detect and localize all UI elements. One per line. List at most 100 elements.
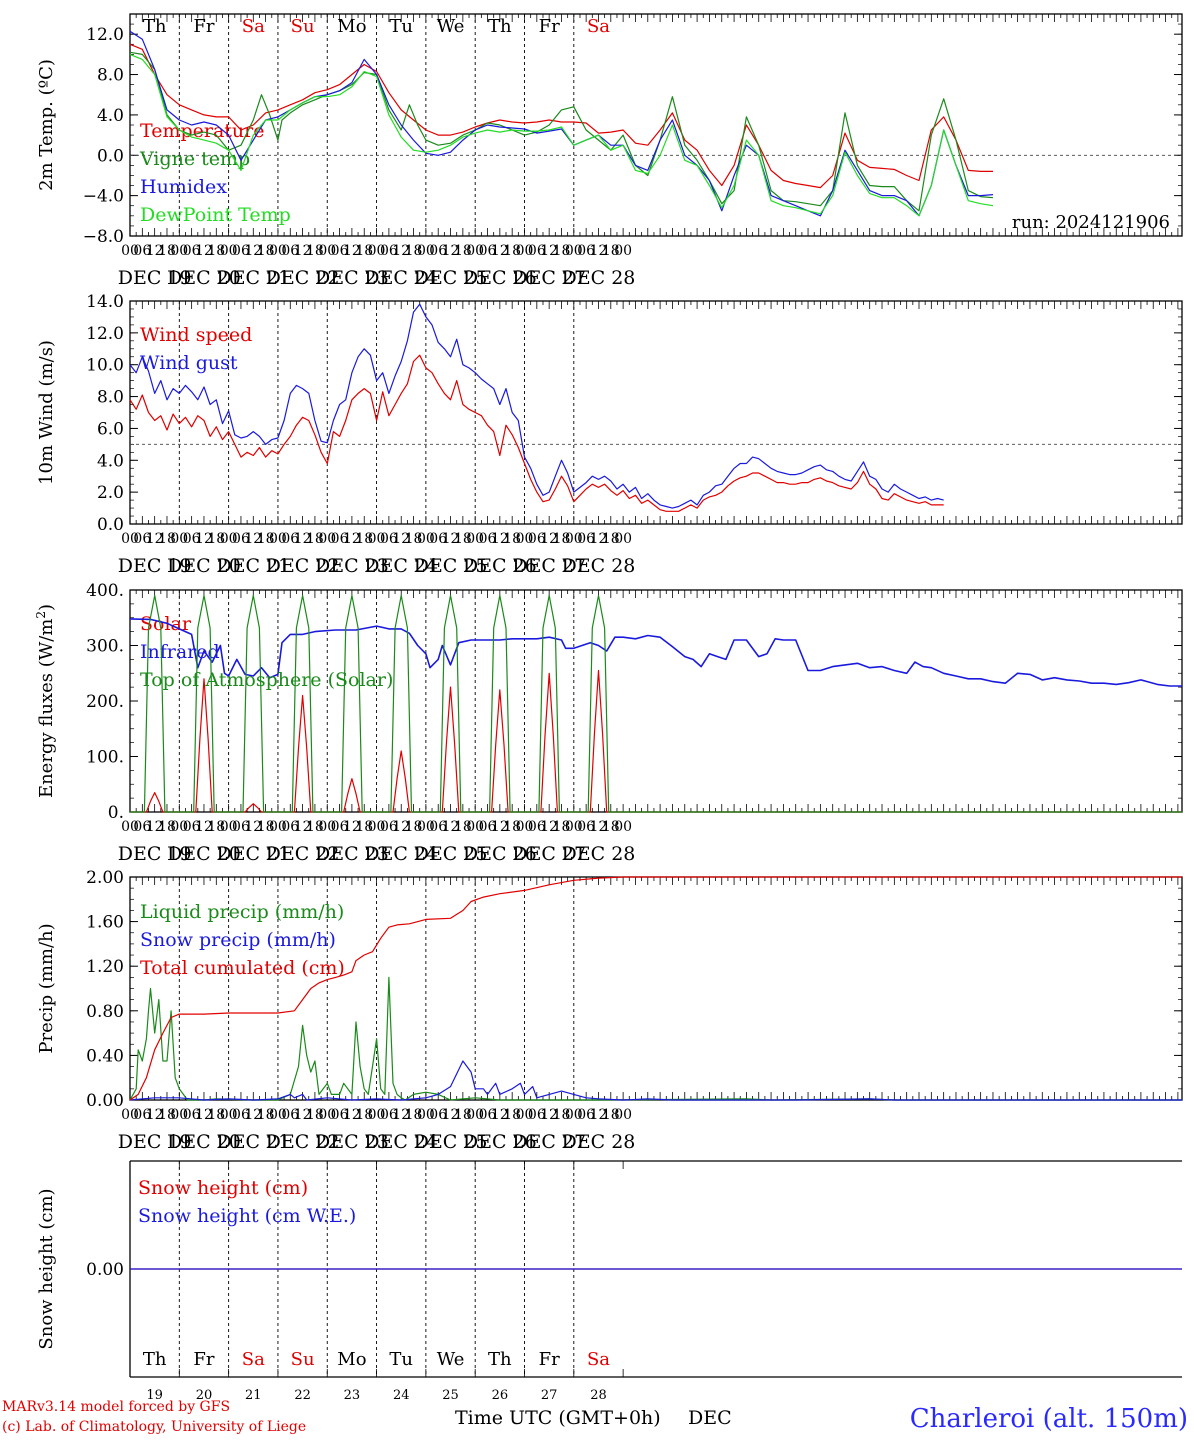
date-label: DEC 26 <box>463 843 537 865</box>
legend-label: Top of Atmosphere (Solar) <box>140 669 393 691</box>
hour-tick-label: 18 <box>454 1107 472 1123</box>
hour-tick-label: 12 <box>244 531 262 547</box>
date-label: DEC 21 <box>216 843 290 865</box>
day-label: Sa <box>242 1349 265 1370</box>
hour-tick-label: 12 <box>244 819 262 835</box>
day-label: Tu <box>389 16 413 37</box>
hour-tick-label: 06 <box>429 531 447 547</box>
date-label: DEC 26 <box>463 267 537 289</box>
hour-tick-label: 06 <box>183 1107 201 1123</box>
hour-tick-label: 00 <box>220 1107 238 1123</box>
panel-1: 12.0 8.0 4.0 0.0 −4.0 −8.0 2m Temp. (ºC) Temper… <box>36 13 1183 289</box>
hour-tick-label: 06 <box>281 819 299 835</box>
hour-tick-label: 06 <box>331 243 349 259</box>
hour-tick-label: 00 <box>220 819 238 835</box>
date-label: DEC 28 <box>562 267 636 289</box>
hour-tick-label: 18 <box>158 531 176 547</box>
hour-tick-label: 18 <box>553 243 571 259</box>
plot-frame <box>129 589 1183 813</box>
legend-label: DewPoint Temp <box>140 204 291 226</box>
day-number: 24 <box>393 1388 410 1403</box>
date-label: DEC 24 <box>364 555 438 577</box>
hour-tick-label: 06 <box>479 243 497 259</box>
y-axis-title: Snow height (cm) <box>36 1188 57 1349</box>
hour-tick-label: 00 <box>417 819 435 835</box>
hour-tick-label: 12 <box>195 819 213 835</box>
hour-tick-label: 18 <box>257 531 275 547</box>
hour-tick-label: 00 <box>417 243 435 259</box>
date-label: DEC 19 <box>118 267 192 289</box>
y-tick-label: 0. <box>108 803 124 823</box>
day-label: Mo <box>337 16 366 37</box>
day-label: Tu <box>389 1349 413 1370</box>
hour-tick-label: 18 <box>405 531 423 547</box>
day-number: 21 <box>245 1388 262 1403</box>
date-label: DEC 27 <box>512 1131 586 1153</box>
date-label: DEC 23 <box>315 1131 389 1153</box>
hour-tick-label: 00 <box>318 243 336 259</box>
date-label: DEC 22 <box>266 843 340 865</box>
hour-tick-label: 06 <box>281 1107 299 1123</box>
hour-tick-label: 06 <box>528 1107 546 1123</box>
date-label: DEC 26 <box>463 555 537 577</box>
y-tick-label: 4.0 <box>97 106 124 126</box>
hour-tick-label: 00 <box>170 243 188 259</box>
x-axis-title: Time UTC (GMT+0h) <box>455 1407 661 1429</box>
hour-tick-label: 06 <box>380 819 398 835</box>
hour-tick-label: 06 <box>380 1107 398 1123</box>
hour-tick-label: 18 <box>355 819 373 835</box>
hour-tick-label: 00 <box>565 819 583 835</box>
date-label: DEC 25 <box>414 843 488 865</box>
hour-tick-label: 06 <box>133 243 151 259</box>
series-line-solar <box>130 669 1182 813</box>
hour-tick-label: 06 <box>232 243 250 259</box>
series-line-wind-gust <box>129 303 944 509</box>
y-axis-title: 2m Temp. (ºC) <box>36 59 57 191</box>
hour-tick-label: 06 <box>429 819 447 835</box>
day-label: Fr <box>193 1349 214 1370</box>
y-tick-label: −4.0 <box>83 187 124 207</box>
hour-tick-label: 00 <box>368 531 386 547</box>
hour-tick-label: 12 <box>146 531 164 547</box>
hour-tick-label: 12 <box>294 531 312 547</box>
hour-tick-label: 18 <box>602 243 620 259</box>
legend-label: Snow height (cm) <box>138 1177 308 1199</box>
hour-tick-label: 18 <box>355 1107 373 1123</box>
hour-tick-label: 00 <box>614 1107 632 1123</box>
hour-tick-label: 12 <box>392 243 410 259</box>
hour-tick-label: 06 <box>528 531 546 547</box>
hour-tick-label: 00 <box>368 1107 386 1123</box>
hour-tick-label: 18 <box>405 243 423 259</box>
day-label: Fr <box>539 1349 560 1370</box>
hour-tick-label: 18 <box>503 1107 521 1123</box>
date-label: DEC 20 <box>167 555 241 577</box>
date-label: DEC 28 <box>562 1131 636 1153</box>
day-label: Sa <box>242 16 265 37</box>
hour-tick-label: 00 <box>516 819 534 835</box>
hour-tick-label: 12 <box>442 243 460 259</box>
hour-tick-label: 12 <box>491 819 509 835</box>
day-number: 22 <box>294 1388 311 1403</box>
hour-tick-label: 06 <box>232 819 250 835</box>
hour-tick-label: 12 <box>294 1107 312 1123</box>
series-line-liquid-precip-mm-h- <box>129 976 1182 1101</box>
hour-tick-label: 00 <box>466 819 484 835</box>
y-tick-label: 2.0 <box>97 483 124 503</box>
x-axis-month: DEC <box>688 1407 732 1429</box>
hour-tick-label: 18 <box>158 1107 176 1123</box>
panel-5: 0.00 Snow height (cm) Snow height (cm) Snow… <box>36 1160 1182 1403</box>
y-axis-title: Energy fluxes (W/m2) <box>34 604 57 798</box>
hour-tick-label: 12 <box>540 243 558 259</box>
hour-tick-label: 00 <box>565 243 583 259</box>
hour-tick-label: 00 <box>614 531 632 547</box>
hour-tick-label: 12 <box>442 1107 460 1123</box>
hour-tick-label: 18 <box>207 1107 225 1123</box>
hour-tick-label: 06 <box>577 819 595 835</box>
y-tick-label: 300. <box>86 637 124 657</box>
hour-tick-label: 00 <box>220 531 238 547</box>
panel-3: 400.300.200.100.0.Energy fluxes (W/m2)So… <box>34 581 1183 865</box>
hour-tick-label: 12 <box>294 819 312 835</box>
hour-tick-label: 18 <box>207 243 225 259</box>
hour-tick-label: 12 <box>146 243 164 259</box>
